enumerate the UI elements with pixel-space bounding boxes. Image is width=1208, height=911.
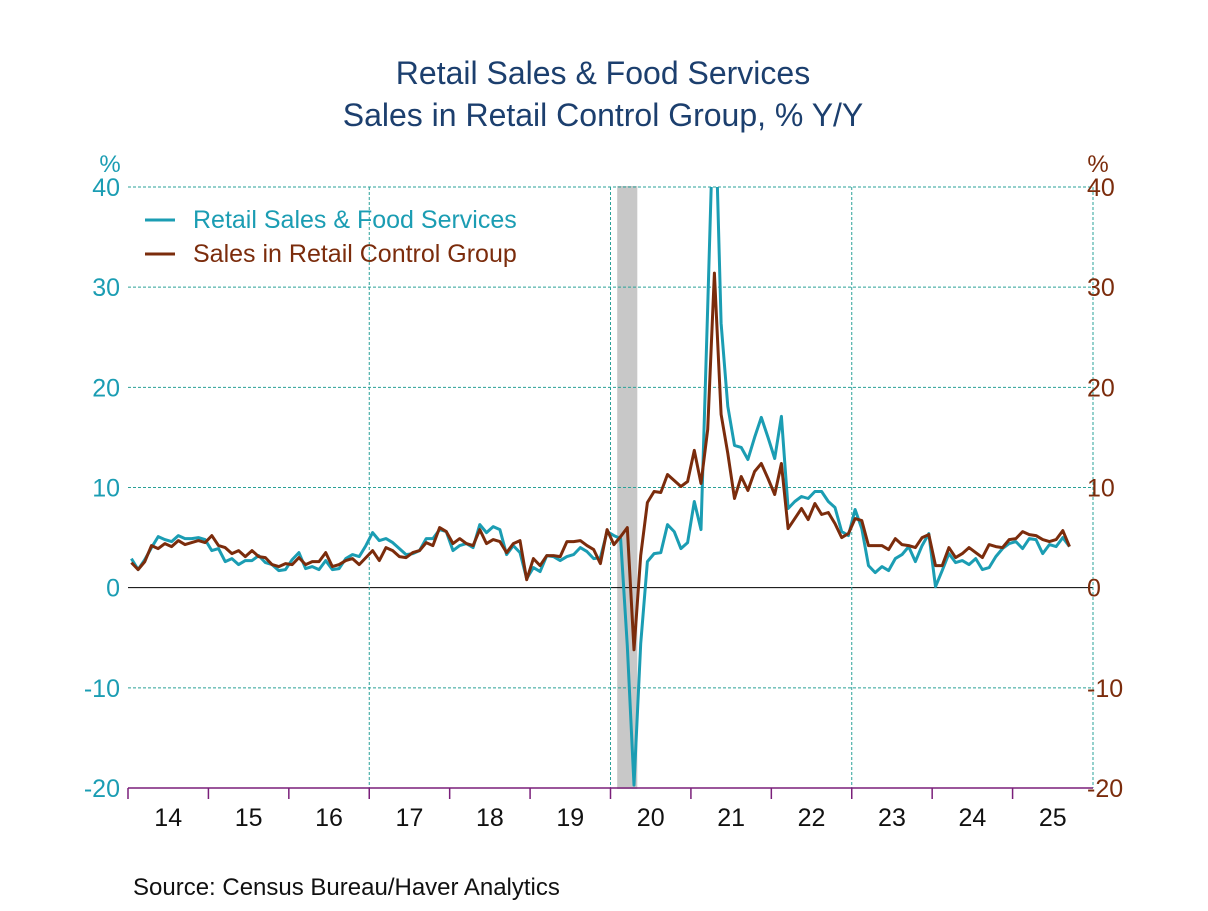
right-tick-label: -10 [1087,675,1123,703]
x-tick-label: 14 [154,804,182,832]
x-tick-label: 17 [396,804,424,832]
x-tick-label: 15 [235,804,263,832]
x-tick-label: 21 [717,804,745,832]
left-axis-unit: % [99,151,120,178]
series-line-retail-sales [130,187,1071,787]
right-tick-label: -20 [1087,775,1123,803]
x-tick-label: 25 [1039,804,1067,832]
chart-title: Retail Sales & Food Services [396,55,810,91]
x-tick-label: 16 [315,804,343,832]
left-tick-label: 10 [92,475,120,503]
x-tick-label: 20 [637,804,665,832]
right-axis-unit: % [1087,151,1108,178]
right-y-axis: 40 30 20 10 0 -10 -20 [1087,174,1123,803]
chart-subtitle: Sales in Retail Control Group, % Y/Y [343,97,864,133]
left-y-axis: 40 30 20 10 0 -10 -20 [84,174,120,803]
right-tick-label: 40 [1087,174,1115,202]
legend-label-control-group: Sales in Retail Control Group [193,240,517,268]
right-tick-label: 20 [1087,374,1115,402]
right-tick-label: 30 [1087,274,1115,302]
x-tick-label: 22 [798,804,826,832]
x-tick-label: 23 [878,804,906,832]
left-tick-label: -10 [84,675,120,703]
left-tick-label: -20 [84,775,120,803]
legend-label-retail-sales: Retail Sales & Food Services [193,206,517,234]
right-tick-label: 0 [1087,575,1101,603]
legend: Retail Sales & Food Services Sales in Re… [145,206,517,268]
left-tick-label: 40 [92,174,120,202]
x-axis: 14 15 16 17 18 19 20 21 22 23 24 25 [127,787,1093,832]
series-lines [130,187,1071,787]
gridlines [128,186,1094,788]
x-tick-label: 19 [556,804,584,832]
left-tick-label: 30 [92,274,120,302]
left-tick-label: 20 [92,374,120,402]
right-tick-label: 10 [1087,475,1115,503]
source-note: Source: Census Bureau/Haver Analytics [133,874,560,901]
series-line-control-group [130,271,1071,652]
left-tick-label: 0 [106,575,120,603]
x-tick-label: 24 [958,804,986,832]
x-tick-label: 18 [476,804,504,832]
